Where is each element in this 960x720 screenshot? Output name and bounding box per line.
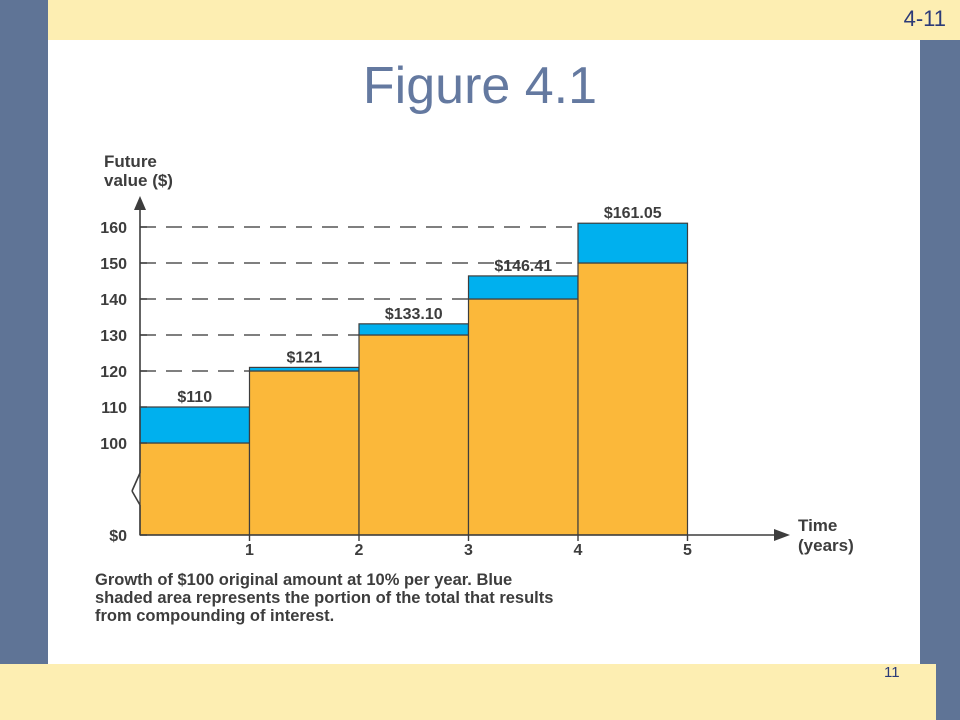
x-axis-title-line-2: (years)	[798, 536, 854, 555]
caption-line-2: shaded area represents the portion of th…	[95, 589, 553, 607]
y-tick-label-150: 150	[100, 256, 127, 273]
y-axis-title-line-1: Future	[104, 152, 157, 171]
y-axis-title-line-2: value ($)	[104, 171, 173, 190]
top-band	[32, 0, 960, 40]
bar-interest-year-2	[248, 366, 360, 372]
caption-line-1: Growth of $100 original amount at 10% pe…	[95, 571, 512, 589]
bar-label-year-3: $133.10	[385, 306, 443, 323]
x-tick-label-1: 1	[245, 542, 254, 559]
bar-interest-year-4	[467, 275, 579, 300]
slide-title: Figure 4.1	[362, 57, 598, 115]
slide-id: 4-11	[903, 6, 946, 31]
y-tick-label-120: 120	[100, 364, 127, 381]
x-tick-label-4: 4	[574, 542, 583, 559]
axis-break-mark-return	[131, 490, 141, 506]
bar-principal-year-5	[577, 262, 689, 536]
x-tick-label-2: 2	[355, 542, 364, 559]
bar-interest-year-5	[577, 222, 689, 264]
axis-break-mark	[131, 472, 141, 492]
y-tick-label-0: $0	[109, 528, 127, 545]
bottom-band	[0, 664, 936, 720]
bar-label-year-5: $161.05	[604, 205, 662, 222]
bar-label-year-2: $121	[286, 349, 322, 366]
left-band	[0, 0, 48, 680]
x-axis-arrow	[774, 529, 790, 541]
x-tick-label-5: 5	[683, 542, 692, 559]
bar-interest-year-1	[139, 406, 251, 444]
y-tick-label-160: 160	[100, 220, 127, 237]
caption-line-3: from compounding of interest.	[95, 607, 334, 625]
x-tick-label-3: 3	[464, 542, 473, 559]
bar-principal-year-2	[248, 370, 360, 536]
bar-principal-year-4	[467, 298, 579, 536]
page-number: 11	[884, 664, 900, 681]
y-tick-label-100: 100	[100, 436, 127, 453]
bar-principal-year-1	[139, 442, 251, 536]
bar-label-year-1: $110	[177, 389, 212, 406]
y-tick-label-130: 130	[100, 328, 127, 345]
right-band	[920, 40, 960, 720]
bar-label-year-4: $146.41	[494, 258, 552, 275]
y-tick-label-110: 110	[101, 400, 127, 417]
bar-principal-year-3	[358, 334, 470, 536]
y-axis-arrow	[134, 196, 146, 210]
bar-interest-year-3	[358, 323, 470, 336]
x-axis-title-line-1: Time	[798, 516, 837, 535]
y-tick-label-140: 140	[100, 292, 127, 309]
